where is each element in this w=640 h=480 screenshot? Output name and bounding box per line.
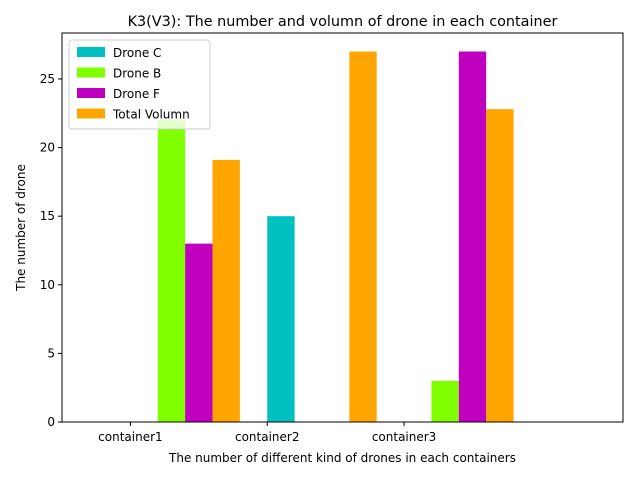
y-tick-label: 20	[40, 141, 55, 155]
legend-label: Drone C	[113, 46, 161, 60]
x-tick-label: container2	[235, 430, 300, 444]
y-axis-label: The number of drone	[14, 164, 28, 292]
bar-drone-f-container3	[458, 51, 487, 423]
y-tick-label: 5	[47, 346, 55, 360]
x-axis-label: The number of different kind of drones i…	[168, 451, 516, 465]
legend-swatch	[77, 88, 105, 98]
axes-frame	[61, 32, 624, 423]
bar-total-volumn-container1	[212, 159, 240, 422]
legend-label: Drone B	[113, 67, 161, 81]
legend-label: Drone F	[113, 87, 160, 101]
x-tick-label: container3	[372, 430, 437, 444]
chart-title: K3(V3): The number and volumn of drone i…	[128, 14, 558, 30]
bar-total-volumn-container2	[349, 51, 377, 423]
y-tick-label: 25	[40, 72, 55, 86]
bar-drone-f-container1	[185, 243, 213, 422]
bars-group	[157, 51, 514, 423]
y-tick-label: 0	[47, 415, 55, 429]
bar-drone-b-container1	[157, 120, 186, 423]
legend-swatch	[77, 47, 105, 57]
legend-box	[68, 39, 211, 130]
legend-label: Total Volumn	[112, 108, 190, 122]
bar-total-volumn-container3	[486, 109, 514, 422]
bar-drone-b-container3	[431, 380, 459, 422]
axes-group: 0 5 10 15 20 25 container1 container2 container3	[40, 32, 624, 444]
bar-drone-c-container2	[267, 216, 295, 422]
legend-swatch	[77, 108, 105, 119]
y-tick-label: 15	[40, 209, 55, 223]
legend: Drone C Drone B Drone F Total Volumn	[68, 39, 211, 130]
y-tick-label: 10	[40, 278, 55, 292]
x-tick-label: container1	[98, 430, 163, 444]
legend-swatch	[77, 67, 105, 78]
